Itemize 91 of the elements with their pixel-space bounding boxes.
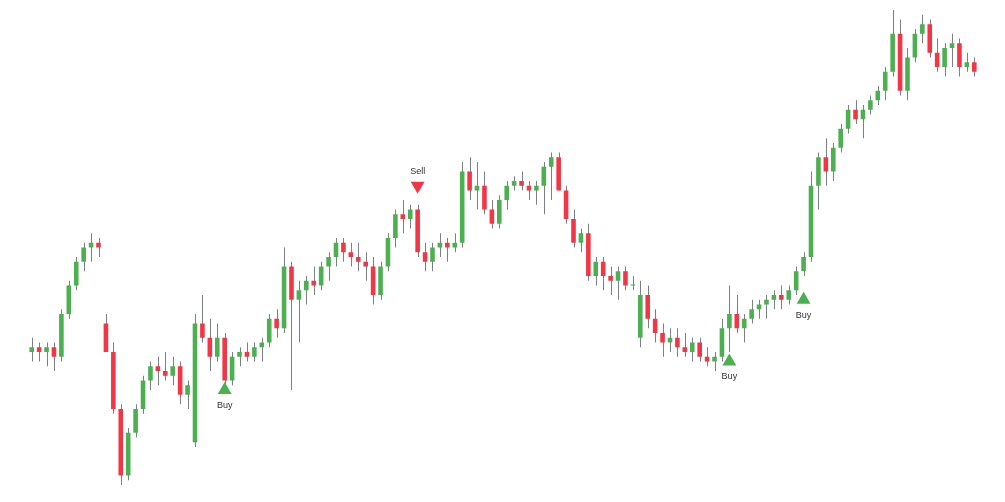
candlestick [467,156,472,201]
candlestick [355,242,361,272]
candlestick [957,38,962,77]
candlestick [496,194,502,229]
candlestick [482,171,487,215]
candlestick [608,266,613,296]
candlestick [660,323,665,358]
candlestick [185,380,190,410]
text: Buy [216,399,233,410]
candlestick [964,52,970,73]
candlestick [734,294,740,334]
candlestick [266,313,272,348]
candlestick [741,313,747,343]
candlestick [689,337,695,362]
candlestick [749,299,754,324]
candlestick [623,266,628,291]
candlestick [407,204,413,229]
candlestick [667,327,673,353]
candlestick [920,14,925,44]
candlestick [296,280,302,343]
candlestick [363,251,368,282]
candlestick [504,180,510,210]
candlestick [73,256,79,291]
candlestick [422,242,428,272]
point [796,291,811,304]
candlestick [341,237,346,263]
candlestick [534,180,539,206]
candlestick [393,209,398,248]
candlestick [274,308,279,339]
candlestick [838,123,843,153]
candlestick [36,342,42,362]
candlestick [304,275,309,305]
point [410,181,425,194]
series-label: Sell [410,165,426,176]
candlestick [44,342,49,367]
candlestick [971,57,977,77]
candlestick [593,256,599,286]
candlestick [801,251,806,277]
candlestick [882,66,888,101]
text: Buy [721,371,738,382]
candlestick [311,266,317,296]
candlestick [942,42,947,77]
candlestick [578,228,584,253]
candlestick [712,351,717,372]
candlestick [237,346,242,367]
candlestick [29,337,35,362]
point [217,382,232,394]
candlestick [96,237,101,258]
candlestick [133,403,138,438]
candlestick [853,99,858,125]
candlestick [51,342,57,372]
candlestick [868,95,873,115]
candlestick [645,285,651,329]
candlestick [949,33,955,68]
candlestick [400,199,406,234]
candlestick [155,356,161,386]
point [722,353,737,366]
candlestick [252,342,257,362]
candlestick [445,237,450,263]
candlestick [615,266,621,301]
candlestick [170,356,176,386]
candlestick [779,285,784,310]
candlestick [81,242,86,272]
candlestick [430,242,435,272]
candlestick [526,180,532,201]
candlestick [88,232,94,263]
candlestick [548,152,554,201]
candlestick [675,327,680,358]
candlestick [326,251,331,282]
candlestick [571,209,576,248]
candlestick [697,337,702,362]
candlestick [823,137,829,187]
candlestick [474,161,480,210]
candlestick [200,294,205,343]
candlestick [830,142,836,182]
candlestick [452,232,458,253]
candlestick [771,289,777,310]
candlestick [244,342,250,362]
candlestick [682,332,688,358]
candlestick [727,285,732,353]
candlestick [214,323,220,362]
candlestick [764,294,769,320]
candlestick [163,351,168,381]
series-label: Buy [795,309,812,320]
candlestick [519,171,524,191]
candlestick [786,285,792,305]
candlestick [437,232,443,258]
candlestick [148,361,153,391]
candlestick [259,337,265,362]
candlestick [348,242,354,267]
candlestick [704,346,710,367]
